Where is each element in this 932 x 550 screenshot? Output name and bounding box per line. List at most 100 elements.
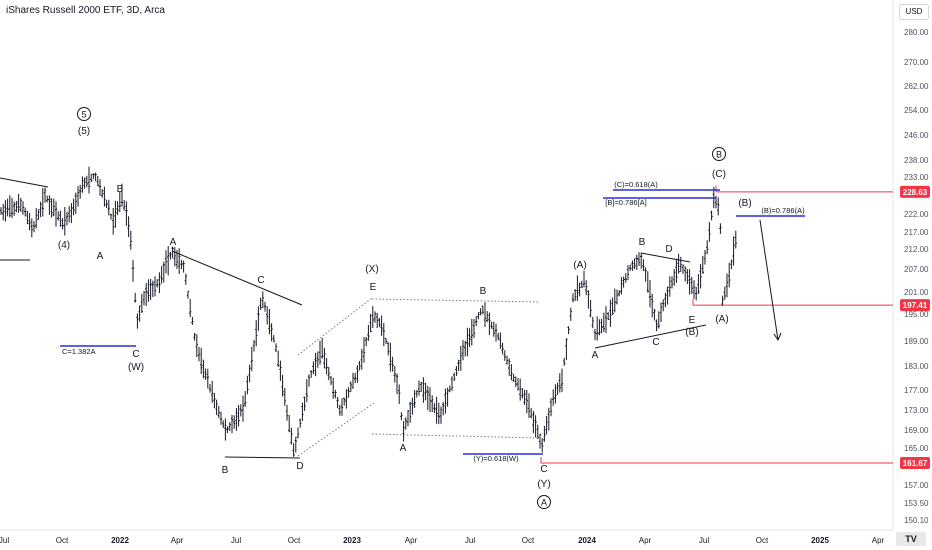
price-label-bg xyxy=(900,299,930,312)
ohlc-bar xyxy=(46,195,49,203)
ohlc-bar xyxy=(444,388,447,414)
ohlc-bar xyxy=(483,302,487,328)
ohlc-bar xyxy=(57,211,60,221)
price-tick-label: 173.00 xyxy=(904,406,929,415)
currency-button[interactable]: USD xyxy=(899,4,929,20)
ohlc-bar xyxy=(43,187,47,203)
tradingview-logo[interactable]: TV xyxy=(896,532,926,546)
ohlc-bar xyxy=(422,377,425,403)
ohlc-bar xyxy=(420,381,423,392)
ohlc-bar xyxy=(32,221,36,233)
ohlc-bar xyxy=(598,319,601,336)
ohlc-bar xyxy=(261,291,264,309)
ohlc-bar xyxy=(574,289,577,301)
ohlc-bar xyxy=(257,306,260,331)
ohlc-bar xyxy=(90,173,93,183)
ohlc-bar xyxy=(134,292,137,303)
ohlc-bar xyxy=(593,328,597,341)
ohlc-bar xyxy=(329,375,333,385)
wave-label: (W) xyxy=(128,362,144,373)
ohlc-bar xyxy=(327,366,330,381)
ohlc-bar xyxy=(237,404,240,427)
ohlc-bar xyxy=(263,301,267,312)
ohlc-bar xyxy=(406,410,410,427)
ohlc-bar xyxy=(149,278,152,300)
ohlc-bar xyxy=(591,316,594,329)
ohlc-bar xyxy=(103,186,106,207)
ohlc-bar xyxy=(497,332,500,341)
ohlc-bar xyxy=(24,207,27,217)
price-tick-label: 201.00 xyxy=(904,288,929,297)
ohlc-bar xyxy=(470,318,473,346)
ohlc-bar xyxy=(233,415,236,429)
ohlc-bar xyxy=(468,328,471,348)
ohlc-bar xyxy=(668,276,671,297)
wave-label: (A) xyxy=(573,260,586,271)
wave-label: D xyxy=(665,244,672,255)
ohlc-bar xyxy=(224,418,227,441)
time-tick-label: Jul xyxy=(699,536,709,545)
ohlc-bar xyxy=(640,252,643,269)
ohlc-bar xyxy=(274,343,278,353)
ohlc-bar xyxy=(618,290,621,297)
price-tick-label: 177.00 xyxy=(904,386,929,395)
ohlc-bar xyxy=(543,425,546,442)
ohlc-bar xyxy=(415,390,418,398)
price-tick-label: 246.00 xyxy=(904,131,929,140)
ohlc-bar xyxy=(307,374,311,387)
ohlc-bar xyxy=(178,248,181,275)
ohlc-bar xyxy=(61,218,64,230)
ohlc-bar xyxy=(393,365,396,383)
ohlc-bar xyxy=(521,388,524,399)
projection-arrowhead xyxy=(773,332,782,342)
wave-label: (C) xyxy=(712,169,726,180)
ohlc-bar xyxy=(123,199,126,211)
ohlc-bar xyxy=(356,365,359,383)
ohlc-bar xyxy=(292,443,295,457)
ohlc-bar xyxy=(395,373,399,395)
ohlc-bar xyxy=(277,350,280,367)
ohlc-bar xyxy=(39,201,42,218)
ohlc-bar xyxy=(653,308,656,321)
ohlc-bar xyxy=(219,411,223,425)
ohlc-bar xyxy=(589,299,592,318)
ohlc-bar xyxy=(477,312,480,320)
trend-line xyxy=(594,324,707,349)
ohlc-bar xyxy=(285,404,289,421)
time-tick-label: 2023 xyxy=(343,536,361,545)
price-tick-label: 217.00 xyxy=(904,228,929,237)
time-tick-label: Oct xyxy=(288,536,301,545)
ohlc-bar xyxy=(193,332,196,341)
ohlc-bar xyxy=(373,311,377,323)
circled-wave-label: A xyxy=(541,498,547,508)
ohlc-bar xyxy=(576,275,579,301)
ohlc-bar xyxy=(138,305,141,322)
ohlc-bar xyxy=(338,404,341,416)
wave-label: (X) xyxy=(365,264,378,275)
ohlc-bar xyxy=(116,201,119,216)
ohlc-bar xyxy=(666,286,669,305)
ohlc-bar xyxy=(402,420,405,442)
ohlc-bar xyxy=(114,200,117,228)
ohlc-bar xyxy=(549,398,553,417)
ohlc-bar xyxy=(578,282,581,297)
ohlc-bar xyxy=(340,398,344,416)
ohlc-bar xyxy=(413,389,416,408)
ohlc-bar xyxy=(655,319,658,332)
ohlc-bar xyxy=(301,402,304,422)
fib-annotation: (C)=0.618(A) xyxy=(614,180,658,189)
ohlc-bar xyxy=(241,395,245,422)
ohlc-bar xyxy=(554,384,557,404)
wave-label: D xyxy=(296,461,303,472)
ohlc-bar xyxy=(156,279,159,288)
ohlc-bar xyxy=(349,381,352,393)
ohlc-bar xyxy=(10,197,14,219)
wave-label: C xyxy=(132,349,139,360)
ohlc-bar xyxy=(585,280,588,296)
time-tick-label: 2025 xyxy=(811,536,829,545)
ohlc-bar xyxy=(294,436,297,453)
ohlc-bar xyxy=(147,279,150,302)
ohlc-bar xyxy=(279,360,282,381)
